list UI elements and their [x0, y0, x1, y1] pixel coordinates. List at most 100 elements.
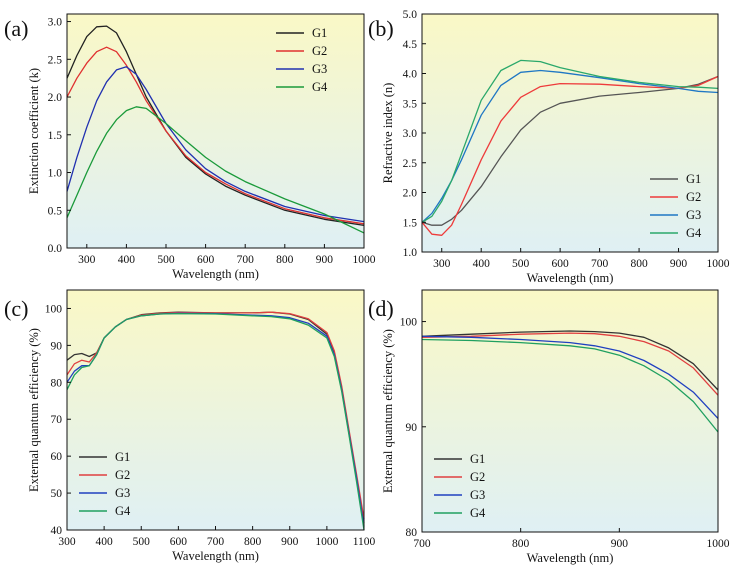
legend-label: G2	[312, 44, 327, 58]
y-tick-label: 2.5	[403, 158, 418, 170]
series-line	[66, 25, 365, 227]
x-tick-label: 900	[281, 536, 299, 548]
series-line	[421, 59, 719, 223]
x-tick-label: 400	[118, 254, 136, 266]
y-tick-label: 80	[406, 527, 418, 539]
y-tick-label: 40	[51, 525, 63, 537]
chart-panel: 300 400 500 600 700 800 900 1000 0.0 0.5 1.0 1.5 2.0…	[4, 13, 376, 281]
x-tick-label: 500	[157, 254, 175, 266]
series-line	[421, 75, 719, 236]
plot-frame	[66, 13, 365, 249]
y-tick-label: 1.5	[48, 130, 63, 142]
legend-label: G2	[115, 468, 130, 482]
legend-label: G4	[686, 226, 702, 240]
legend-label: G4	[115, 504, 131, 518]
y-axis-title: External quantum efficiency (%)	[381, 329, 395, 493]
legend-label: G1	[115, 450, 130, 464]
plot-area	[422, 14, 718, 252]
x-tick-label: 800	[244, 536, 262, 548]
y-tick-label: 3.0	[48, 17, 63, 29]
series-line	[66, 66, 365, 223]
x-tick-label: 1000	[707, 538, 730, 550]
y-axis-title: Extinction coefficient (k)	[27, 68, 41, 194]
legend-label: G3	[115, 486, 130, 500]
x-tick-label: 700	[591, 258, 609, 270]
legend-label: G4	[312, 80, 328, 94]
y-tick-label: 2.0	[48, 92, 63, 104]
y-tick-label: 50	[51, 488, 63, 500]
legend-label: G3	[312, 62, 327, 76]
x-tick-label: 800	[630, 258, 648, 270]
panel-label: (a)	[4, 16, 28, 41]
legend-label: G2	[470, 470, 485, 484]
x-tick-label: 400	[473, 258, 491, 270]
series-line	[421, 338, 719, 433]
y-tick-label: 0.0	[48, 243, 63, 255]
x-tick-label: 500	[512, 258, 530, 270]
x-tick-label: 700	[237, 254, 255, 266]
series-line	[421, 335, 719, 419]
legend-label: G3	[686, 208, 701, 222]
y-tick-label: 2.0	[403, 188, 418, 200]
plot-area	[422, 290, 718, 532]
y-tick-label: 90	[51, 340, 63, 352]
x-tick-label: 1000	[353, 254, 376, 266]
x-tick-label: 1000	[315, 536, 338, 548]
legend-label: G3	[470, 488, 485, 502]
series-line	[421, 332, 719, 396]
y-tick-label: 100	[400, 317, 418, 329]
x-tick-label: 300	[58, 536, 76, 548]
panel-label: (c)	[4, 296, 28, 321]
plot-area	[67, 14, 364, 248]
series-line	[66, 46, 365, 225]
y-tick-label: 90	[406, 422, 418, 434]
chart-panel: 300 400 500 600 700 800 900 1000 1.0 1.5 2.0 2.5 3.0…	[368, 9, 730, 285]
x-tick-label: 600	[170, 536, 188, 548]
x-tick-label: 900	[316, 254, 334, 266]
y-tick-label: 60	[51, 451, 63, 463]
chart-panel: 700 800 900 1000 80 90 100 Wavelength (nm) Exter…	[368, 289, 730, 565]
x-axis-title: Wavelength (nm)	[527, 271, 614, 285]
legend-label: G1	[470, 452, 485, 466]
series-line	[66, 311, 365, 520]
y-tick-label: 1.5	[403, 217, 418, 229]
x-tick-label: 700	[207, 536, 225, 548]
series-line	[66, 312, 365, 531]
panel-label: (d)	[368, 296, 394, 321]
y-axis-title: External quantum efficiency (%)	[27, 328, 41, 492]
y-tick-label: 5.0	[403, 9, 418, 21]
x-tick-label: 300	[433, 258, 451, 270]
y-tick-label: 4.0	[403, 69, 418, 81]
x-tick-label: 800	[276, 254, 294, 266]
legend-label: G1	[686, 172, 701, 186]
series-line	[421, 330, 719, 391]
y-tick-label: 100	[45, 303, 63, 315]
x-tick-label: 800	[512, 538, 530, 550]
y-tick-label: 0.5	[48, 205, 63, 217]
series-line	[66, 106, 365, 234]
y-tick-label: 1.0	[403, 247, 418, 259]
legend-label: G2	[686, 190, 701, 204]
y-tick-label: 80	[51, 377, 63, 389]
x-axis-title: Wavelength (nm)	[172, 267, 259, 281]
plot-area	[67, 290, 364, 530]
y-tick-label: 70	[51, 414, 63, 426]
x-tick-label: 900	[670, 258, 688, 270]
legend-label: G1	[312, 26, 327, 40]
y-tick-label: 1.0	[48, 168, 63, 180]
legend-label: G4	[470, 506, 486, 520]
series-line	[421, 69, 719, 223]
plot-frame	[421, 289, 719, 533]
chart-panel: 300 400 500 600 700 800 900 1000 1100 40 50 60 70 80 9…	[4, 289, 376, 563]
x-axis-title: Wavelength (nm)	[172, 549, 259, 563]
y-tick-label: 2.5	[48, 54, 63, 66]
x-tick-label: 700	[413, 538, 431, 550]
x-tick-label: 500	[133, 536, 151, 548]
x-tick-label: 400	[96, 536, 114, 548]
y-tick-label: 4.5	[403, 39, 418, 51]
x-tick-label: 1100	[353, 536, 376, 548]
x-tick-label: 1000	[707, 258, 730, 270]
x-axis-title: Wavelength (nm)	[527, 551, 614, 565]
series-line	[421, 75, 719, 226]
